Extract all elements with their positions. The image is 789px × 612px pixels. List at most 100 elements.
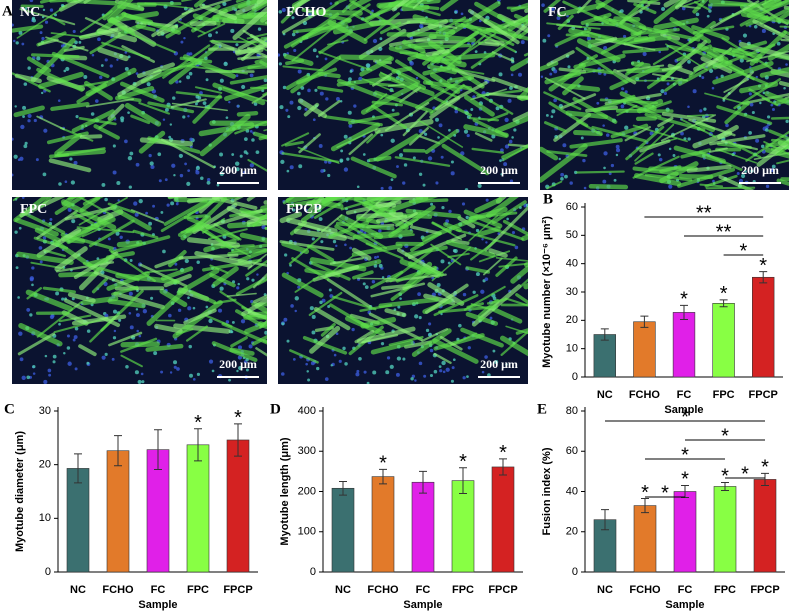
myotube xyxy=(595,38,656,51)
nucleus xyxy=(206,180,211,185)
myotube xyxy=(245,259,267,277)
nucleus xyxy=(297,69,302,74)
y-tick-label: 30 xyxy=(566,286,578,298)
nucleus xyxy=(208,318,213,324)
myotube xyxy=(237,37,259,51)
nucleus xyxy=(31,283,34,287)
significance-star: * xyxy=(234,407,242,429)
error-bar xyxy=(600,328,609,341)
micrograph: NC 200 μm xyxy=(12,0,267,190)
nucleus xyxy=(562,143,567,148)
nucleus xyxy=(24,7,28,10)
myotube xyxy=(209,273,236,288)
myotube xyxy=(619,91,657,111)
nucleus xyxy=(74,367,78,371)
nucleus xyxy=(238,366,243,371)
myotube xyxy=(289,349,319,364)
nucleus xyxy=(615,153,619,157)
myotube xyxy=(488,248,508,258)
nucleus xyxy=(358,356,362,361)
myotube xyxy=(491,307,523,324)
y-axis-label: Fusion index (%) xyxy=(541,447,553,535)
myotube xyxy=(722,70,755,101)
bar xyxy=(186,444,210,573)
nucleus xyxy=(113,329,117,333)
myotube xyxy=(13,105,45,118)
myotube xyxy=(591,125,647,143)
myotube xyxy=(756,138,789,167)
nucleus xyxy=(680,131,684,136)
nucleus xyxy=(550,115,554,118)
myotube xyxy=(365,242,404,260)
nucleus xyxy=(141,380,145,384)
nucleus xyxy=(349,69,353,73)
nucleus xyxy=(454,10,458,14)
nucleus xyxy=(615,148,621,153)
myotube xyxy=(576,119,603,136)
nucleus xyxy=(470,108,474,111)
nucleus xyxy=(422,183,426,187)
myotube xyxy=(100,289,144,332)
myotube xyxy=(494,115,528,134)
myotube xyxy=(78,197,111,215)
nucleus xyxy=(69,157,73,161)
nucleus xyxy=(371,280,376,284)
nucleus xyxy=(494,360,499,364)
myotube xyxy=(512,111,528,122)
myotube xyxy=(379,21,402,35)
nucleus xyxy=(372,370,377,375)
nucleus xyxy=(278,53,281,57)
nucleus xyxy=(450,379,454,383)
x-tick-label: FPCP xyxy=(749,389,778,401)
nucleus xyxy=(26,375,31,380)
myotube xyxy=(395,59,434,85)
nucleus xyxy=(40,91,44,95)
nucleus xyxy=(553,69,558,74)
nucleus xyxy=(681,6,686,11)
nucleus xyxy=(429,373,434,378)
nucleus xyxy=(540,75,544,78)
nucleus xyxy=(316,366,320,371)
myotube xyxy=(133,34,176,54)
myotube xyxy=(553,112,592,142)
myotube xyxy=(121,12,182,35)
myotube xyxy=(439,335,463,351)
myotube xyxy=(588,183,629,190)
myotube xyxy=(230,336,248,348)
myotube xyxy=(474,1,514,26)
nucleus xyxy=(231,320,235,324)
nucleus xyxy=(55,291,60,296)
nucleus xyxy=(291,16,295,20)
nucleus xyxy=(160,211,164,214)
nucleus xyxy=(389,364,394,369)
nucleus xyxy=(115,231,120,236)
myotube xyxy=(404,245,448,257)
image-label: FPC xyxy=(20,202,47,217)
nucleus xyxy=(440,259,445,264)
myotube xyxy=(652,33,704,66)
myotube xyxy=(657,116,674,128)
myotube xyxy=(212,266,239,287)
myotube xyxy=(110,205,152,231)
nucleus xyxy=(236,104,240,108)
nucleus xyxy=(771,107,775,112)
error-bar xyxy=(194,428,202,462)
y-tick-label: 50 xyxy=(566,229,578,241)
nucleus xyxy=(624,125,629,130)
myotube xyxy=(231,61,267,73)
scale-label: 200 μm xyxy=(480,357,518,371)
myotube xyxy=(160,266,194,281)
myotube xyxy=(194,86,223,94)
myotube xyxy=(427,282,465,306)
significance-star: * xyxy=(720,283,728,305)
nucleus xyxy=(279,105,284,110)
nucleus xyxy=(15,41,19,45)
nucleus xyxy=(620,104,625,109)
nucleus xyxy=(111,357,115,361)
nucleus xyxy=(104,197,108,202)
nucleus xyxy=(246,277,250,281)
myotube xyxy=(659,165,682,174)
nucleus xyxy=(465,215,469,220)
myotube xyxy=(79,197,101,213)
